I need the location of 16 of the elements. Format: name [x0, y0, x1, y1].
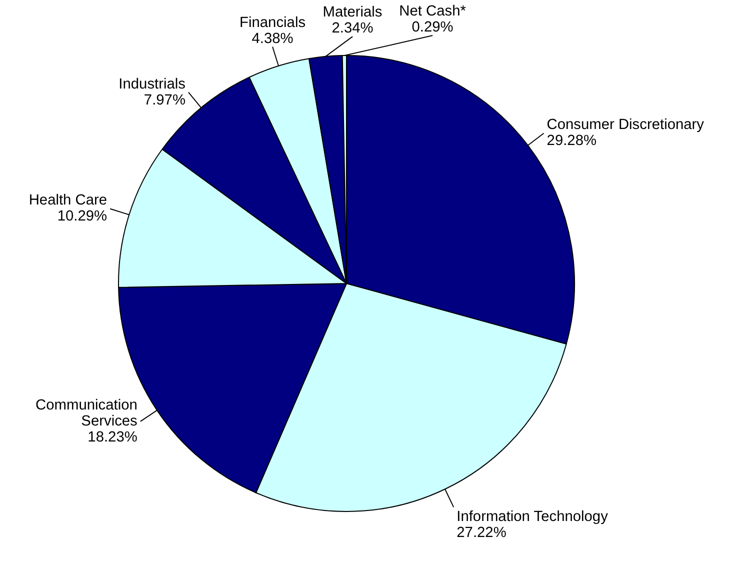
slice-label: Health Care: [28, 192, 108, 209]
data-label: 0.29%: [412, 20, 454, 36]
data-label: 10.29%: [57, 208, 108, 225]
data-label: 7.97%: [144, 92, 186, 108]
slice-label: Industrials: [118, 76, 186, 92]
slice-label: Communication Services: [36, 397, 138, 430]
data-label: 4.38%: [252, 30, 294, 47]
slice-label: Financials: [240, 14, 306, 31]
slice-label: Net Cash*: [399, 4, 466, 20]
data-label: 2.34%: [332, 20, 374, 37]
slice-label: Consumer Discretionary: [546, 117, 705, 134]
slice-label: Materials: [322, 4, 382, 21]
data-label: 29.28%: [546, 133, 597, 150]
data-label: 27.22%: [456, 525, 506, 542]
data-label: 18.23%: [88, 429, 138, 446]
slice-label: Information Technology: [456, 509, 609, 526]
